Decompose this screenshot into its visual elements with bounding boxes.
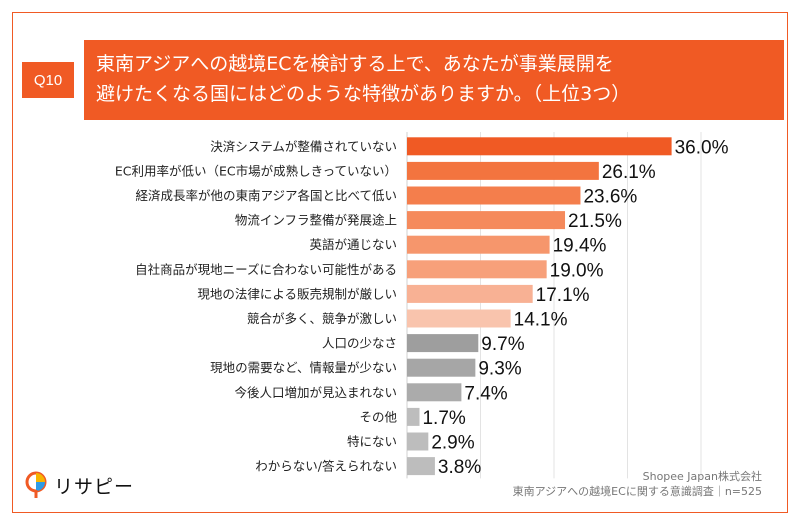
value-label: 14.1% [514, 310, 568, 331]
question-number-badge: Q10 [22, 62, 74, 98]
bar [407, 211, 566, 230]
value-label: 19.0% [550, 260, 604, 281]
value-label: 21.5% [568, 211, 622, 232]
outer-frame [12, 12, 788, 513]
category-label: 現地の法律による販売規制が厳しい [197, 286, 397, 301]
category-label: 競合が多く、競争が激しい [247, 311, 397, 326]
category-label: 特にない [347, 434, 397, 449]
risapi-logo-text: リサピー [54, 475, 135, 498]
bar [407, 407, 420, 426]
category-label: わからない/答えられない [255, 459, 397, 474]
value-label: 2.9% [431, 433, 474, 454]
bar [407, 432, 429, 451]
value-label: 23.6% [583, 187, 637, 208]
risapi-logo: リサピー [24, 470, 134, 500]
category-label: 人口の少なさ [322, 336, 397, 351]
value-label: 19.4% [553, 236, 607, 257]
bar [407, 383, 462, 402]
footer-company: Shopee Japan株式会社 [642, 470, 762, 483]
category-label: 自社商品が現地ニーズに合わない可能性がある [135, 262, 397, 277]
footer-survey-info: 東南アジアへの越境ECに関する意識調査｜n=525 [512, 485, 762, 498]
category-label: その他 [359, 409, 397, 424]
value-label: 7.4% [464, 383, 507, 404]
category-label: 物流インフラ整備が発展途上 [235, 213, 397, 228]
risapi-logo-icon [25, 471, 47, 498]
value-label: 1.7% [422, 408, 465, 429]
question-title-line-2: 避けたくなる国にはどのような特徴がありますか。（上位3つ） [96, 83, 631, 105]
value-label: 26.1% [602, 162, 656, 183]
value-label: 17.1% [536, 285, 590, 306]
bar [407, 309, 511, 328]
bar [407, 260, 547, 279]
value-label: 3.8% [438, 457, 481, 478]
category-label: 決済システムが整備されていない [210, 139, 397, 154]
bar [407, 235, 550, 254]
value-label: 9.7% [481, 334, 524, 355]
bar [407, 137, 672, 156]
value-label: 36.0% [675, 137, 729, 158]
bar [407, 284, 533, 303]
bar [407, 334, 479, 353]
category-label: 英語が通じない [309, 237, 397, 252]
question-title: 東南アジアへの越境ECを検討する上で、あなたが事業展開を 避けたくなる国にはどの… [84, 40, 784, 120]
category-label: 経済成長率が他の東南アジア各国と比べて低い [135, 188, 397, 203]
bar [407, 358, 476, 377]
category-label: EC利用率が低い（EC市場が成熟しきっていない） [115, 163, 397, 178]
bar [407, 186, 581, 205]
category-label: 今後人口増加が見込まれない [234, 385, 397, 400]
footer-source: Shopee Japan株式会社 東南アジアへの越境ECに関する意識調査｜n=5… [513, 469, 762, 499]
category-label: 現地の需要など、情報量が少ない [210, 360, 397, 375]
bar [407, 457, 435, 476]
value-label: 9.3% [478, 359, 521, 380]
bar [407, 161, 599, 180]
question-title-line-1: 東南アジアへの越境ECを検討する上で、あなたが事業展開を [96, 53, 614, 75]
